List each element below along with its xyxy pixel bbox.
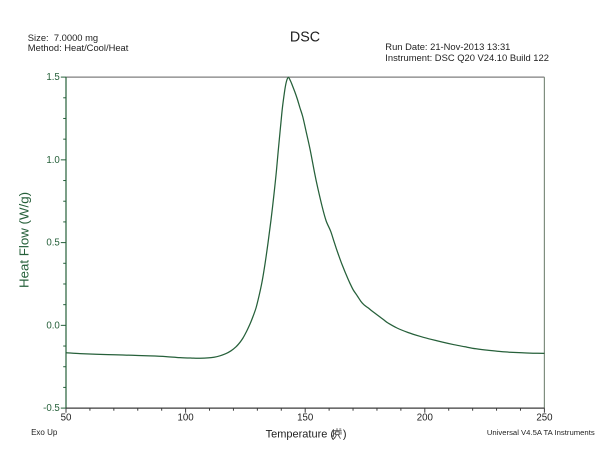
svg-text:Universal V4.5A TA Instruments: Universal V4.5A TA Instruments: [487, 428, 595, 437]
svg-text:-0.5: -0.5: [43, 403, 60, 414]
svg-text:0.0: 0.0: [46, 320, 60, 331]
svg-text:200: 200: [417, 412, 434, 423]
svg-text:): ): [343, 428, 347, 440]
svg-text:Instrument: DSC Q20 V24.10 Bui: Instrument: DSC Q20 V24.10 Build 122: [385, 52, 549, 63]
svg-text:100: 100: [178, 412, 195, 423]
svg-text:Method: Heat/Cool/Heat: Method: Heat/Cool/Heat: [28, 42, 129, 53]
svg-text:0.5: 0.5: [46, 238, 59, 249]
svg-text:250: 250: [536, 412, 553, 423]
svg-text:Exo Up: Exo Up: [31, 428, 58, 437]
svg-text:50: 50: [61, 412, 72, 423]
svg-text:Run Date: 21-Nov-2013 13:31: Run Date: 21-Nov-2013 13:31: [385, 41, 510, 52]
svg-text:150: 150: [297, 412, 314, 423]
svg-text:Size: 7.0000 mg: Size: 7.0000 mg: [28, 32, 98, 43]
svg-text:Heat Flow (W/g): Heat Flow (W/g): [16, 192, 31, 288]
svg-text:1.5: 1.5: [46, 72, 59, 83]
svg-text:DSC: DSC: [290, 30, 320, 46]
svg-text:1.0: 1.0: [46, 155, 60, 166]
svg-text:Temperature (: Temperature (: [266, 428, 335, 440]
